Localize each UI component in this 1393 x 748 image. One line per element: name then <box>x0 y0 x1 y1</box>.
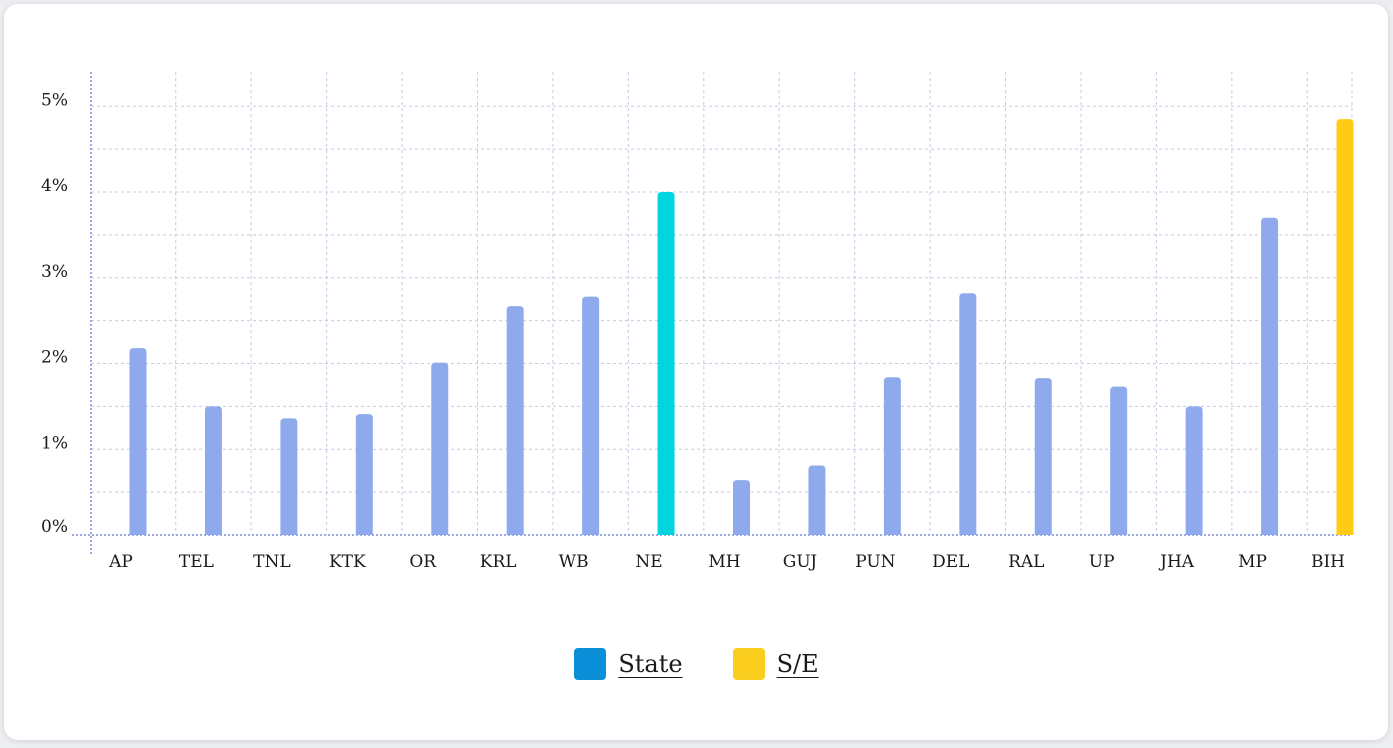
x-tick-label: MP <box>1238 552 1267 572</box>
x-tick-label: OR <box>409 552 437 572</box>
bar-del[interactable] <box>959 293 977 535</box>
x-tick-label: JHA <box>1158 552 1195 572</box>
x-tick-label: DEL <box>932 552 969 572</box>
y-tick-label: 0% <box>41 517 68 537</box>
bar-chart: 0% 1% 2% 3% 4% 5% AP TEL TNL KTK OR KRL WB NE MH GUJ PU… <box>41 72 1354 572</box>
chart-card <box>4 4 1388 740</box>
chart-legend: State S/E <box>0 648 1393 680</box>
x-tick-labels: AP TEL TNL KTK OR KRL WB NE MH GUJ PUN DEL RAL UP JHA M… <box>108 552 1345 572</box>
bar-ne[interactable] <box>657 192 675 535</box>
bar-ral[interactable] <box>1034 378 1052 535</box>
y-tick-label: 3% <box>41 262 68 282</box>
bars <box>129 119 1354 535</box>
bar-krl[interactable] <box>506 306 524 535</box>
x-tick-label: RAL <box>1008 552 1044 572</box>
x-tick-label: UP <box>1089 552 1115 572</box>
x-tick-label: NE <box>635 552 662 572</box>
x-tick-label: WB <box>559 552 589 572</box>
x-tick-label: TNL <box>253 552 291 572</box>
axes <box>72 72 1352 556</box>
bar-mh[interactable] <box>733 480 750 535</box>
bar-ap[interactable] <box>129 348 147 535</box>
bar-jha[interactable] <box>1185 406 1203 535</box>
y-tick-label: 1% <box>41 433 68 453</box>
legend-item-se[interactable]: S/E <box>732 648 819 680</box>
legend-swatch-se <box>732 648 765 680</box>
bar-bih[interactable] <box>1336 119 1354 535</box>
bar-or[interactable] <box>431 362 449 535</box>
legend-label-state: State <box>618 650 683 678</box>
x-tick-label: KTK <box>329 552 366 572</box>
x-tick-label: TEL <box>179 552 214 572</box>
bar-wb[interactable] <box>582 296 600 535</box>
legend-item-state[interactable]: State <box>574 648 683 680</box>
x-tick-label: PUN <box>855 552 895 572</box>
x-tick-label: KRL <box>480 552 517 572</box>
legend-swatch-state <box>574 648 607 680</box>
x-tick-label: BIH <box>1311 552 1345 572</box>
x-tick-label: GUJ <box>783 552 817 572</box>
bar-pun[interactable] <box>883 377 901 535</box>
grid-lines <box>91 72 1353 535</box>
bar-ktk[interactable] <box>355 414 373 535</box>
y-tick-labels: 0% 1% 2% 3% 4% 5% <box>41 90 68 537</box>
legend-label-se: S/E <box>776 650 819 678</box>
y-tick-label: 4% <box>41 176 68 196</box>
x-tick-label: MH <box>708 552 740 572</box>
y-tick-label: 5% <box>41 90 68 110</box>
y-tick-label: 2% <box>41 348 68 368</box>
bar-up[interactable] <box>1110 386 1128 535</box>
bar-tel[interactable] <box>204 406 222 535</box>
bar-mp[interactable] <box>1261 217 1279 535</box>
bar-guj[interactable] <box>808 465 826 535</box>
bar-tnl[interactable] <box>280 418 298 535</box>
x-tick-label: AP <box>108 552 133 572</box>
